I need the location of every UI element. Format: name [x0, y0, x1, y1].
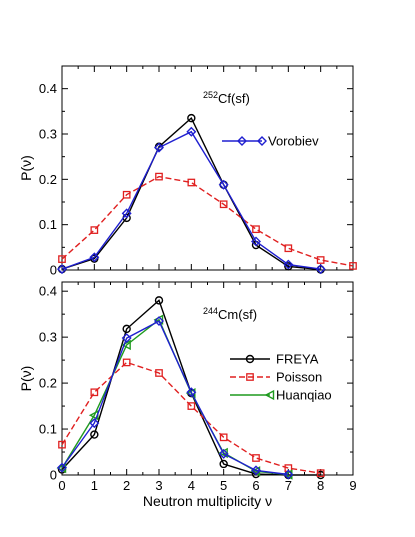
point-marker	[246, 373, 254, 381]
point-marker	[219, 200, 228, 209]
y-tick-label: 0.2	[39, 172, 57, 187]
isotope-mass-number: 244	[203, 306, 218, 316]
point-marker	[122, 358, 131, 367]
y-axis-label: P(ν)	[18, 155, 34, 181]
isotope-annotation: 244Cm(sf)	[203, 306, 257, 322]
x-tick-label: 6	[252, 478, 259, 493]
y-tick-label: 0.1	[39, 217, 57, 232]
isotope-mass-number: 252	[203, 90, 218, 100]
x-tick-label: 0	[58, 478, 65, 493]
point-marker	[90, 388, 99, 397]
y-axis-label: P(ν)	[18, 366, 34, 392]
x-tick-label: 7	[285, 478, 292, 493]
x-tick-label: 2	[123, 478, 130, 493]
point-marker	[283, 469, 294, 480]
series-line-freya	[61, 116, 321, 271]
series-line-vorobiev	[61, 130, 321, 270]
point-marker	[90, 226, 99, 234]
isotope-label: Cm(sf)	[218, 307, 257, 322]
point-marker	[251, 465, 261, 476]
point-marker	[187, 402, 196, 410]
x-tick-label: 5	[220, 478, 227, 493]
point-marker	[187, 113, 196, 123]
point-marker	[122, 190, 131, 199]
point-marker	[155, 172, 163, 181]
series-line-huanqiao	[61, 318, 289, 476]
legend-label-freya: FREYA	[276, 352, 319, 367]
point-marker	[89, 418, 100, 429]
x-tick-label: 3	[155, 478, 162, 493]
point-marker	[252, 454, 260, 462]
y-tick-label: 0	[50, 263, 57, 278]
point-marker	[349, 262, 357, 270]
series-huanqiao	[56, 314, 293, 480]
point-marker	[57, 462, 67, 473]
point-marker	[252, 225, 260, 234]
y-tick-label: 0	[50, 468, 57, 483]
point-marker	[154, 296, 164, 305]
y-tick-label: 0.2	[39, 376, 57, 391]
y-tick-label: 0.3	[39, 330, 57, 345]
point-marker	[155, 369, 163, 377]
legend-label-poisson: Poisson	[276, 370, 322, 385]
point-marker	[219, 433, 228, 442]
point-marker	[316, 256, 325, 264]
point-marker	[121, 208, 132, 219]
point-marker	[283, 259, 294, 270]
x-tick-label: 1	[91, 478, 98, 493]
point-marker	[284, 244, 293, 253]
point-marker	[121, 333, 132, 344]
y-tick-label: 0.3	[39, 127, 57, 142]
point-marker	[257, 136, 267, 146]
point-marker	[251, 236, 261, 247]
point-marker	[122, 324, 131, 334]
point-marker	[316, 469, 325, 478]
x-tick-label: 8	[317, 478, 324, 493]
point-marker	[57, 264, 67, 275]
y-tick-label: 0.4	[39, 81, 57, 96]
series-line-poisson	[61, 361, 321, 474]
point-marker	[245, 354, 255, 364]
point-marker	[237, 136, 247, 146]
panel-2: 0 1 2 3 4 5 6 7 8 9 0 0.1 0.2 0.3 0.4 P(ν) Neutron multi…	[18, 281, 357, 509]
point-marker	[58, 255, 66, 263]
series-line-poisson	[61, 175, 354, 267]
panel-1: 0 0.1 0.2 0.3 0.4 P(ν) 252Cf(sf) Vorobiev	[18, 65, 357, 278]
point-marker	[186, 126, 197, 137]
legend-label-vorobiev: Vorobiev	[268, 134, 319, 149]
x-tick-label: 4	[188, 478, 195, 493]
y-tick-label: 0.1	[39, 422, 57, 437]
point-marker	[218, 448, 229, 459]
point-marker	[89, 252, 100, 263]
x-axis-label: Neutron multiplicity ν	[143, 493, 272, 509]
point-marker	[121, 339, 131, 351]
point-marker	[186, 387, 197, 398]
point-marker	[218, 179, 229, 190]
y-tick-label: 0.4	[39, 284, 57, 299]
point-marker	[315, 264, 326, 275]
point-marker	[187, 178, 196, 187]
point-marker	[264, 389, 275, 401]
isotope-label: Cf(sf)	[218, 91, 250, 106]
point-marker	[58, 440, 66, 449]
point-marker	[219, 459, 228, 469]
series-poisson	[58, 172, 357, 270]
series-vorobiev	[57, 316, 294, 480]
isotope-annotation: 252Cf(sf)	[203, 90, 250, 106]
series-line-vorobiev	[61, 320, 289, 476]
point-marker	[90, 430, 99, 439]
x-tick-label: 9	[349, 478, 356, 493]
point-marker	[284, 262, 293, 271]
legend: Vorobiev	[222, 134, 319, 149]
point-marker	[154, 142, 164, 153]
legend: FREYA Poisson Huanqiao	[230, 352, 332, 403]
legend-label-huanqiao: Huanqiao	[276, 388, 332, 403]
point-marker	[154, 316, 164, 327]
series-vorobiev	[57, 126, 326, 275]
series-poisson	[58, 358, 325, 478]
